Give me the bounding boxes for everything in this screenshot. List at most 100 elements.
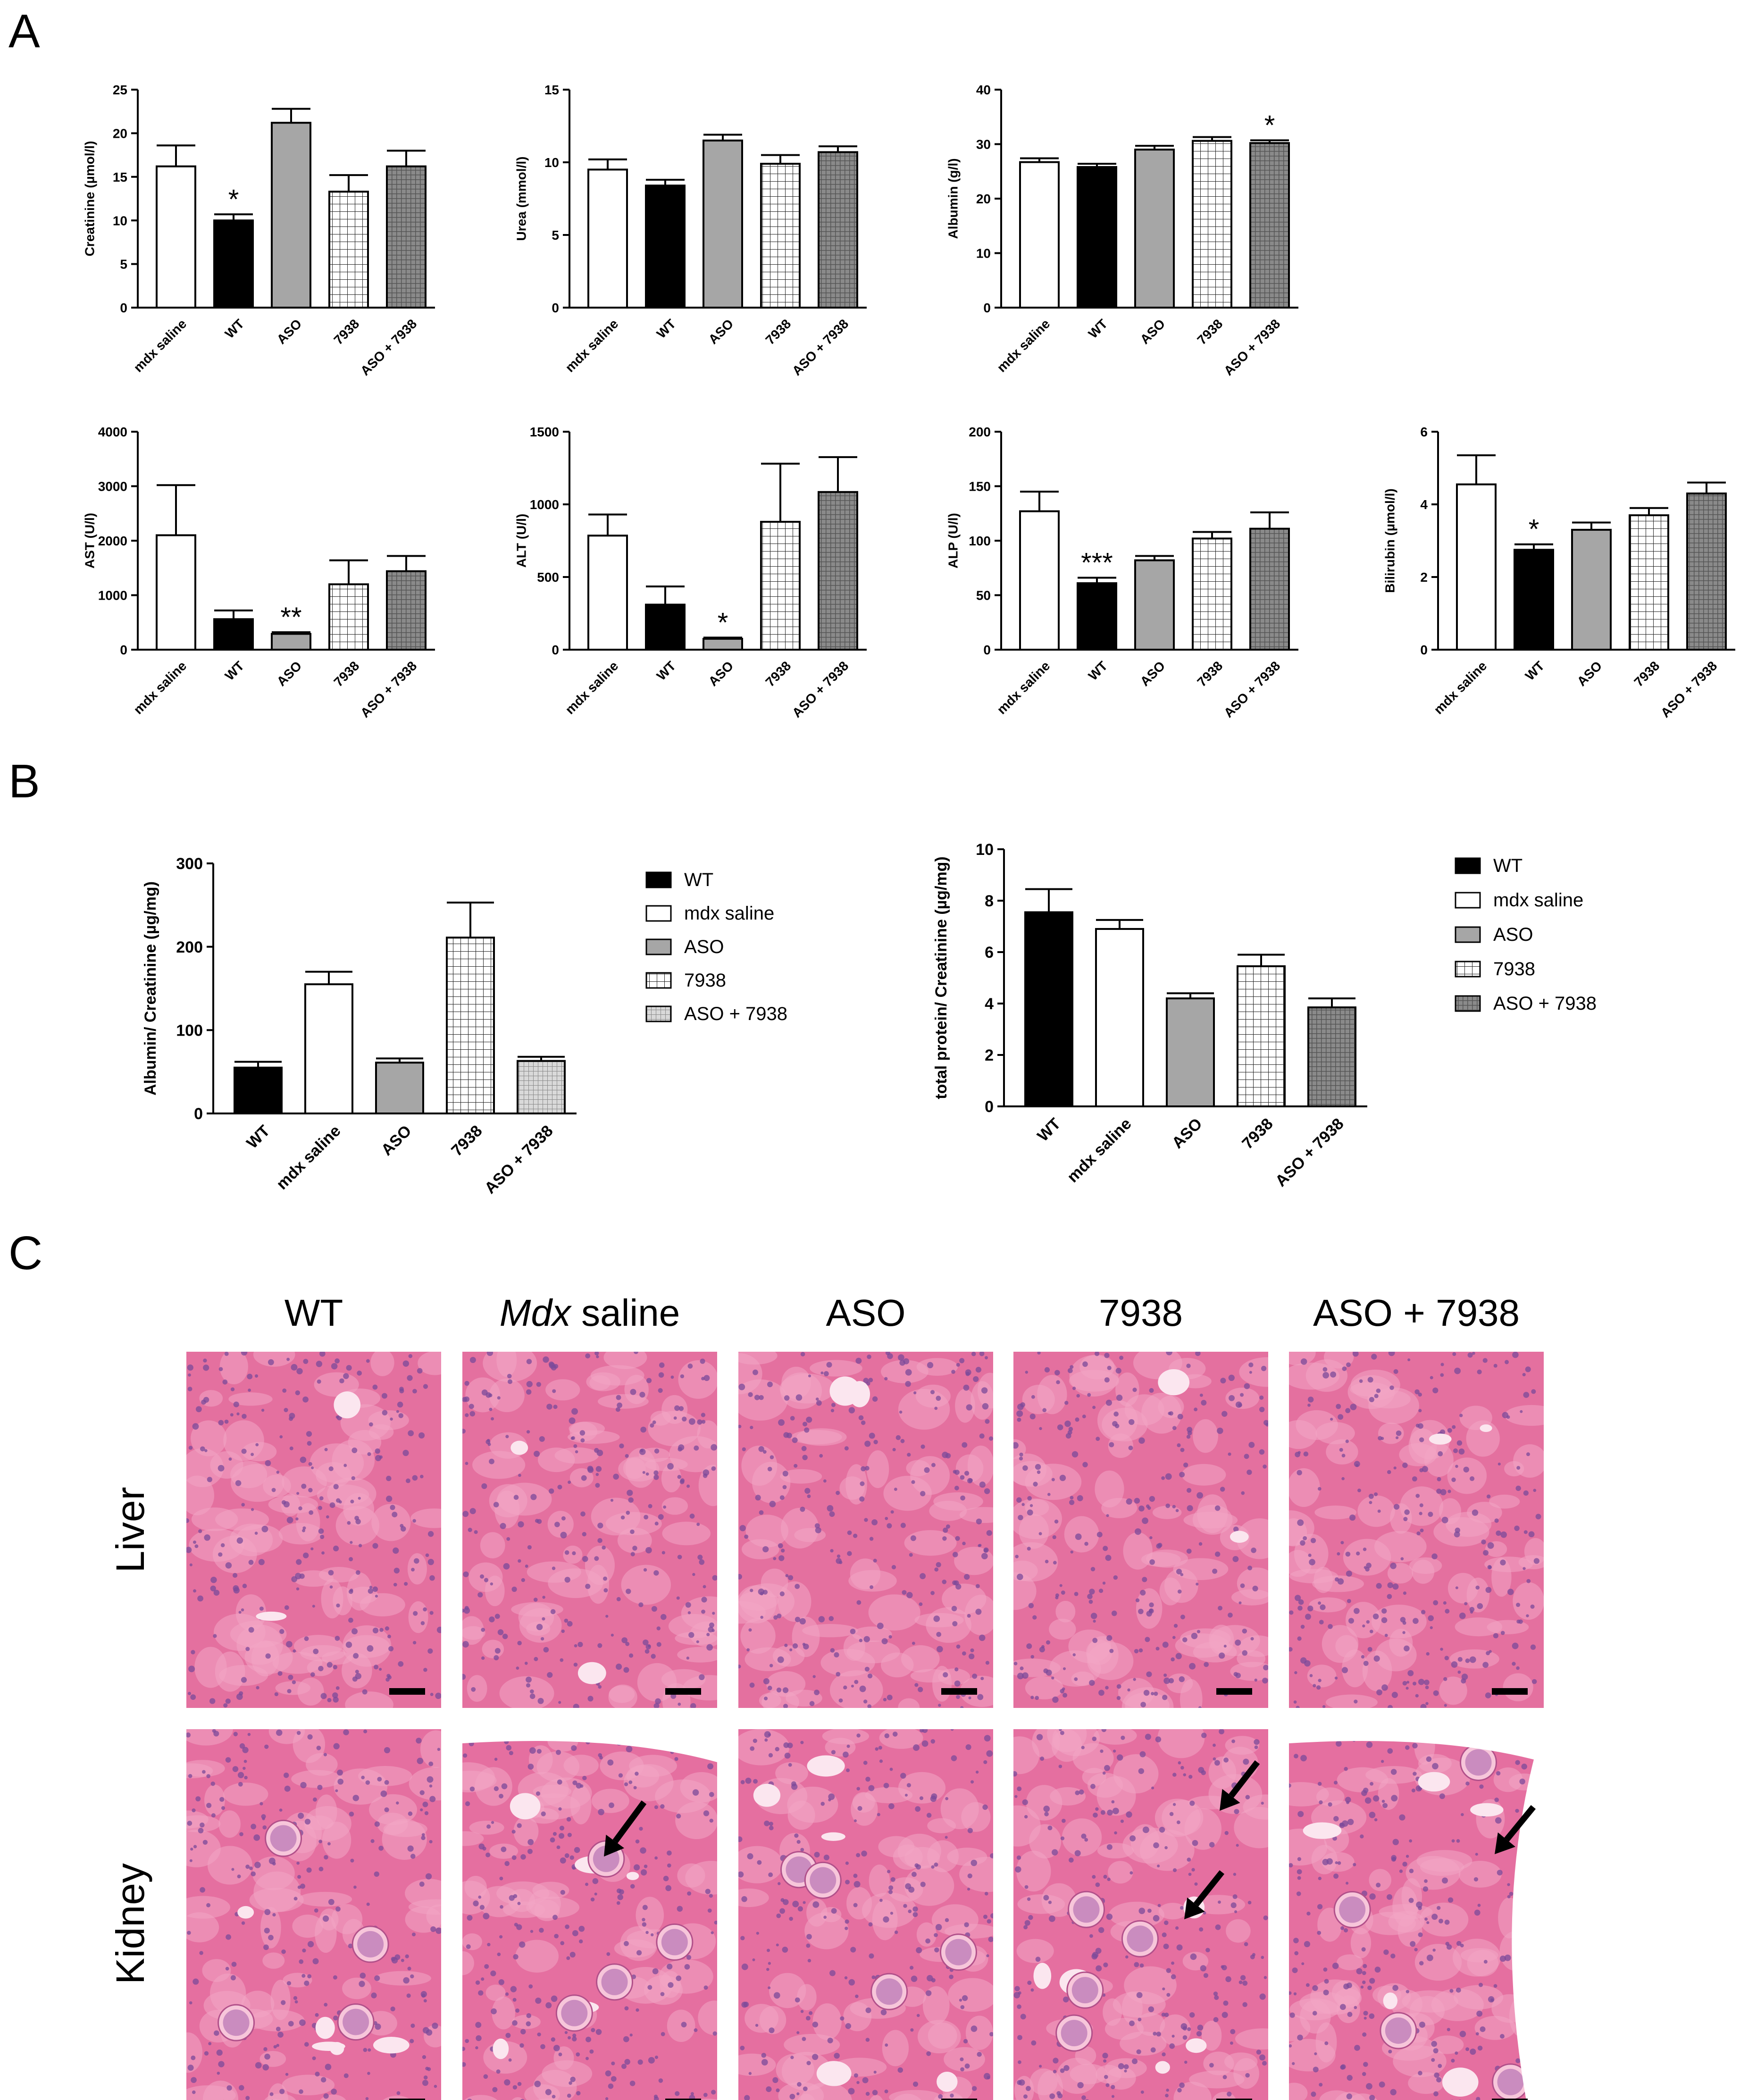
nucleus — [191, 1650, 195, 1655]
nucleus — [764, 1731, 771, 1738]
nucleus — [864, 1666, 870, 1672]
cytoplasm — [784, 2033, 840, 2056]
nucleus — [1186, 1435, 1191, 1439]
nucleus — [553, 1405, 558, 1409]
nucleus — [620, 1515, 625, 1520]
nucleus — [913, 1744, 920, 1751]
nucleus — [1301, 1962, 1305, 1966]
nucleus — [382, 1410, 388, 1416]
nucleus — [332, 1692, 338, 1698]
nucleus — [1102, 1771, 1106, 1775]
nucleus — [350, 1499, 354, 1504]
nucleus — [307, 1734, 313, 1740]
nucleus — [848, 2088, 855, 2095]
nucleus — [1402, 1861, 1407, 1867]
legend-label: ASO + 7938 — [1493, 993, 1597, 1014]
cytoplasm — [1289, 1550, 1312, 1577]
nucleus — [680, 1374, 685, 1379]
y-tick-label: 20 — [976, 192, 991, 206]
nucleus — [1263, 1976, 1267, 1979]
nucleus — [945, 1836, 948, 1839]
nucleus — [1024, 1920, 1030, 1926]
nucleus — [303, 1359, 309, 1364]
nucleus — [933, 1615, 940, 1622]
nucleus — [1240, 1975, 1246, 1981]
nucleus — [423, 1667, 427, 1672]
bar — [587, 535, 628, 651]
nucleus — [1499, 1955, 1506, 1962]
nucleus — [333, 1665, 337, 1670]
nucleus — [335, 1789, 338, 1792]
nucleus — [398, 1413, 404, 1418]
nucleus — [905, 1380, 911, 1387]
nucleus — [527, 1545, 532, 1550]
cytoplasm — [848, 1570, 897, 1592]
nucleus — [314, 1908, 318, 1913]
nucleus — [528, 1984, 533, 1989]
nucleus — [597, 1643, 602, 1648]
nucleus — [1507, 1895, 1511, 1899]
nucleus — [1088, 1599, 1093, 1604]
nucleus — [862, 2077, 869, 2083]
nucleus — [323, 1753, 327, 1757]
cytoplasm — [515, 1940, 559, 1973]
nucleus — [707, 1908, 712, 1913]
nucleus — [1469, 1606, 1475, 1612]
nucleus — [1100, 1749, 1104, 1753]
nucleus — [1515, 1485, 1521, 1491]
nucleus — [769, 1500, 776, 1507]
nucleus — [487, 1942, 491, 1947]
nucleus — [853, 1819, 857, 1823]
nucleus — [863, 1636, 870, 1642]
nucleus — [564, 1550, 569, 1555]
nucleus — [626, 1511, 630, 1515]
nucleus — [779, 1495, 785, 1500]
nucleus — [936, 1396, 941, 1401]
nucleus — [1405, 1990, 1410, 1993]
nucleus — [317, 1379, 321, 1384]
nucleus — [934, 1862, 938, 1867]
nucleus — [1162, 1695, 1168, 1700]
nucleus — [355, 1570, 360, 1575]
micrograph-image — [1013, 1729, 1268, 2100]
nucleus — [591, 2028, 595, 2033]
nucleus — [1177, 2088, 1182, 2093]
nucleus — [950, 1729, 954, 1731]
cytoplasm — [1121, 1687, 1174, 1708]
micrograph-image — [738, 1352, 993, 1708]
scale-bar — [665, 1688, 701, 1695]
cytoplasm — [940, 1788, 979, 1830]
nucleus — [1388, 2050, 1392, 2054]
nucleus — [422, 2080, 428, 2086]
micrograph-image — [462, 1352, 717, 1708]
nucleus — [486, 1352, 494, 1356]
nucleus — [623, 2036, 629, 2042]
nucleus — [1056, 1380, 1060, 1384]
nucleus — [856, 1787, 860, 1791]
nucleus — [505, 1992, 509, 1996]
nucleus — [1428, 1615, 1434, 1622]
nucleus — [1138, 2017, 1142, 2022]
nucleus — [520, 2099, 525, 2100]
nucleus — [673, 1416, 677, 1420]
nucleus — [1497, 1870, 1503, 1876]
nucleus — [406, 1478, 410, 1483]
nucleus — [1024, 1885, 1029, 1889]
nucleus — [1105, 1399, 1112, 1406]
nucleus — [1262, 2061, 1267, 2066]
nucleus — [579, 1939, 583, 1944]
nucleus — [1102, 1581, 1106, 1585]
nucleus — [912, 1872, 917, 1877]
nucleus — [501, 1846, 507, 1852]
nucleus — [937, 1646, 943, 1653]
nucleus — [435, 1692, 441, 1699]
nucleus — [1059, 1584, 1062, 1587]
nucleus — [663, 1505, 667, 1509]
nucleus — [1196, 1582, 1199, 1586]
glomerulus-core — [1339, 1896, 1366, 1923]
column-header-italic: Mdx — [500, 1292, 572, 1334]
nucleus — [1342, 1366, 1347, 1371]
nucleus — [1118, 2063, 1124, 2069]
nucleus — [512, 1998, 517, 2002]
nucleus — [537, 2032, 541, 2037]
